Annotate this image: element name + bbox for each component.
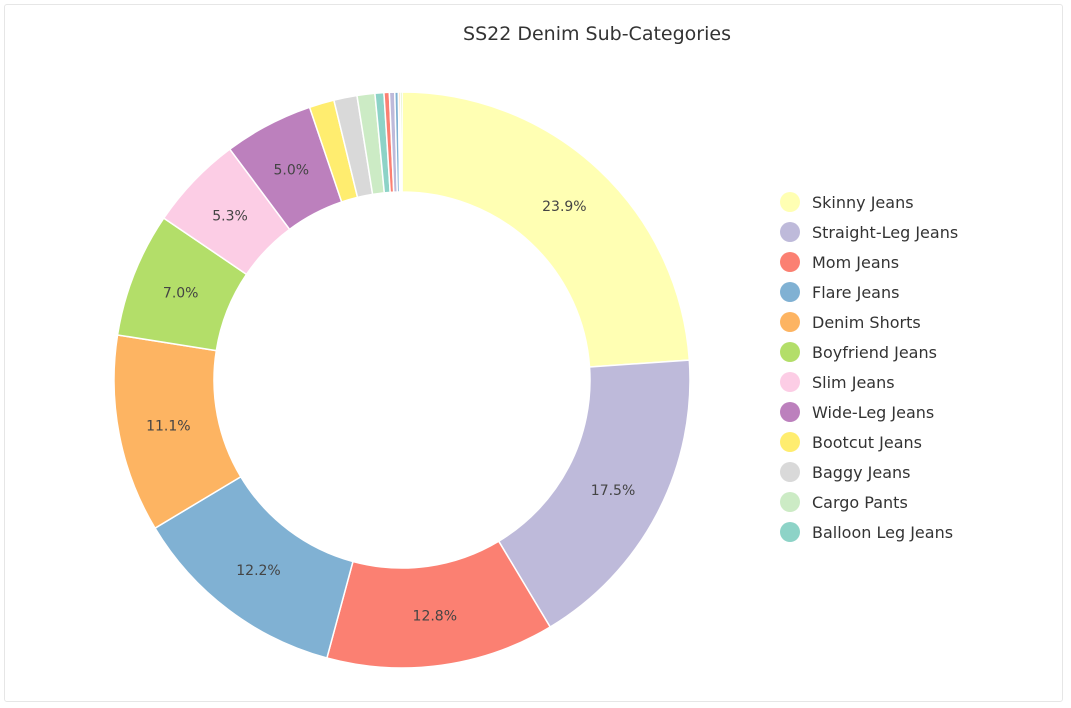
legend-label: Cargo Pants <box>812 493 908 512</box>
data-label-flare-jeans: 12.2% <box>236 563 280 579</box>
legend-item-wide-leg-jeans[interactable]: Wide-Leg Jeans <box>780 402 934 422</box>
legend-item-slim-jeans[interactable]: Slim Jeans <box>780 372 895 392</box>
legend-label: Mom Jeans <box>812 253 899 272</box>
legend-item-mom-jeans[interactable]: Mom Jeans <box>780 252 899 272</box>
data-label-slim-jeans: 5.3% <box>212 208 248 224</box>
data-label-wide-leg-jeans: 5.0% <box>274 162 310 178</box>
legend-item-skinny-jeans[interactable]: Skinny Jeans <box>780 192 914 212</box>
legend-label: Slim Jeans <box>812 373 895 392</box>
legend-label: Boyfriend Jeans <box>812 343 937 362</box>
legend-swatch <box>780 492 800 512</box>
legend-swatch <box>780 432 800 452</box>
legend-item-balloon-leg-jeans[interactable]: Balloon Leg Jeans <box>780 522 953 542</box>
chart-title: SS22 Denim Sub-Categories <box>463 23 731 45</box>
legend-label: Bootcut Jeans <box>812 433 922 452</box>
legend-label: Denim Shorts <box>812 313 921 332</box>
legend-swatch <box>780 282 800 302</box>
legend-swatch <box>780 402 800 422</box>
data-label-denim-shorts: 11.1% <box>146 418 190 434</box>
legend-swatch <box>780 342 800 362</box>
legend-swatch <box>780 522 800 542</box>
legend-label: Wide-Leg Jeans <box>812 403 934 422</box>
legend-swatch <box>780 312 800 332</box>
data-label-skinny-jeans: 23.9% <box>542 199 586 215</box>
data-label-boyfriend-jeans: 7.0% <box>163 285 199 301</box>
slice-minor-16[interactable] <box>399 91 403 193</box>
legend-swatch <box>780 252 800 272</box>
labels-group: 23.9% 17.5% 12.8% 12.2% 11.1% 7.0% 5.3% 5.0% <box>146 162 635 624</box>
legend: Skinny Jeans Straight-Leg Jeans Mom Jeans F… <box>780 192 958 542</box>
legend-label: Skinny Jeans <box>812 193 914 212</box>
legend-swatch <box>780 222 800 242</box>
legend-item-baggy-jeans[interactable]: Baggy Jeans <box>780 462 911 482</box>
legend-swatch <box>780 372 800 392</box>
legend-item-denim-shorts[interactable]: Denim Shorts <box>780 312 921 332</box>
legend-label: Baggy Jeans <box>812 463 911 482</box>
legend-swatch <box>780 462 800 482</box>
slice-skinny-jeans[interactable] <box>401 91 691 368</box>
legend-label: Straight-Leg Jeans <box>812 223 958 242</box>
legend-item-boyfriend-jeans[interactable]: Boyfriend Jeans <box>780 342 937 362</box>
data-label-mom-jeans: 12.8% <box>413 609 457 625</box>
legend-item-straight-leg-jeans[interactable]: Straight-Leg Jeans <box>780 222 958 242</box>
legend-swatch <box>780 192 800 212</box>
legend-item-cargo-pants[interactable]: Cargo Pants <box>780 492 908 512</box>
slices-group <box>113 91 691 669</box>
legend-item-bootcut-jeans[interactable]: Bootcut Jeans <box>780 432 922 452</box>
legend-item-flare-jeans[interactable]: Flare Jeans <box>780 282 899 302</box>
data-label-straight-leg-jeans: 17.5% <box>591 483 635 499</box>
legend-label: Flare Jeans <box>812 283 899 302</box>
legend-label: Balloon Leg Jeans <box>812 523 953 542</box>
